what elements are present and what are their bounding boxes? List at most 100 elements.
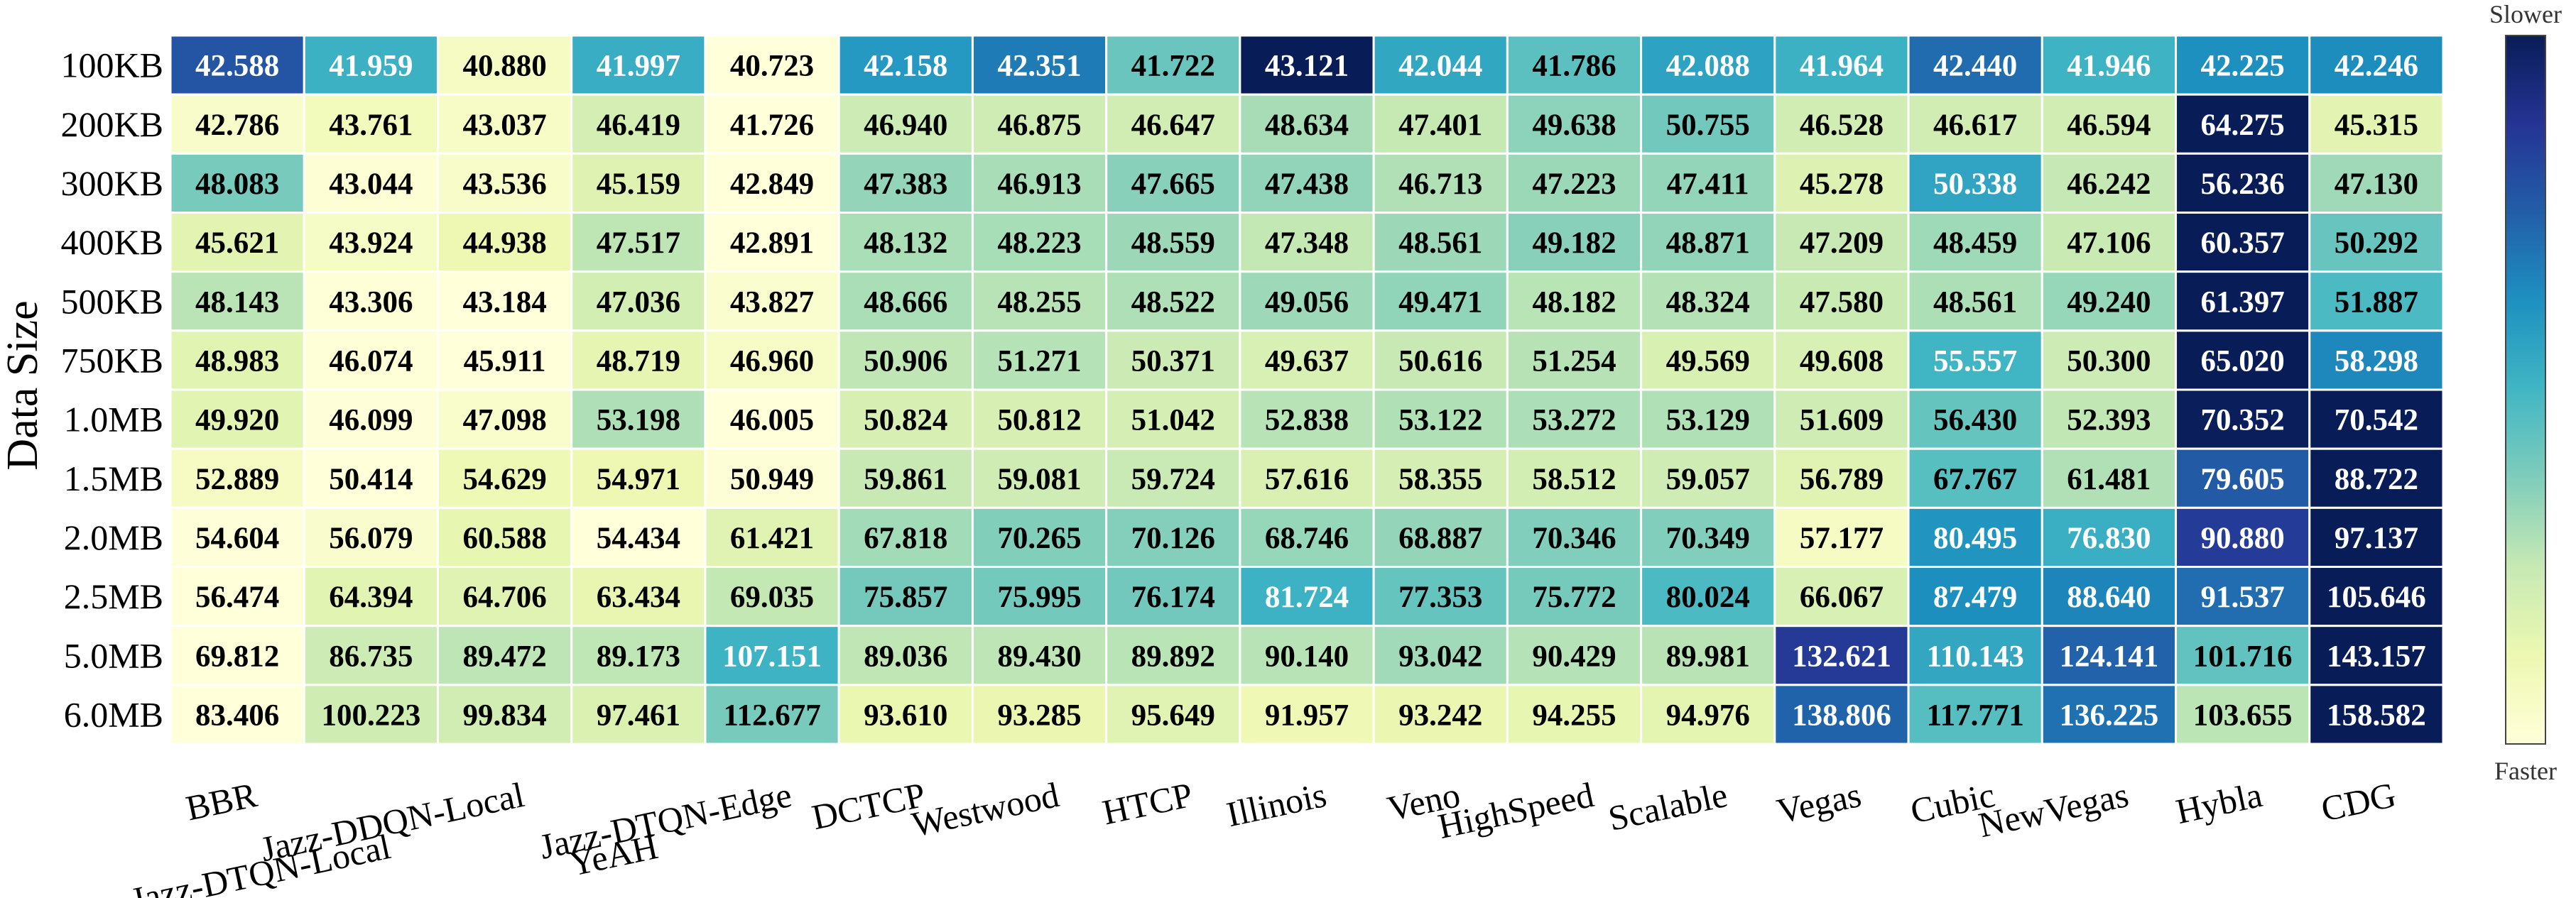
cell-value-label: 45.911 xyxy=(464,344,546,378)
heatmap-cell xyxy=(1773,447,1910,509)
cell-value-label: 49.637 xyxy=(1265,344,1349,378)
heatmap-cell xyxy=(971,566,1108,628)
heatmap-cell xyxy=(1105,447,1241,509)
row-tick-label: 200KB xyxy=(61,104,163,144)
row-tick-label: 5.0MB xyxy=(64,635,163,675)
column-tick-label: Jazz-DTQN-Edge xyxy=(536,774,795,867)
column-tick-label: Illinois xyxy=(1223,774,1330,834)
cell-value-label: 48.559 xyxy=(1131,226,1215,260)
cell-value-label: 110.143 xyxy=(1926,640,2023,673)
cell-value-label: 75.772 xyxy=(1532,581,1616,614)
cell-value-label: 44.938 xyxy=(462,226,546,260)
cell-value-label: 54.604 xyxy=(195,522,279,555)
heatmap-cell xyxy=(1773,388,1910,450)
cell-value-label: 49.569 xyxy=(1666,344,1750,378)
heatmap-cell xyxy=(436,684,573,745)
cell-value-label: 49.240 xyxy=(2067,285,2151,319)
cell-value-label: 89.036 xyxy=(864,640,947,673)
cell-value-label: 93.042 xyxy=(1398,640,1482,673)
heatmap-cells xyxy=(169,34,2445,745)
cell-value-label: 48.871 xyxy=(1666,226,1750,260)
heatmap-cell xyxy=(1907,34,2043,96)
heatmap-cell xyxy=(570,270,707,332)
cell-value-label: 41.726 xyxy=(730,109,814,142)
heatmap-cell xyxy=(169,93,305,155)
cell-value-label: 47.411 xyxy=(1667,168,1749,201)
cell-value-label: 46.940 xyxy=(864,109,947,142)
heatmap-cell xyxy=(971,506,1108,568)
heatmap-cell xyxy=(1372,270,1509,332)
cell-value-label: 76.174 xyxy=(1131,581,1215,614)
cell-value-label: 67.767 xyxy=(1933,463,2017,496)
cell-value-label: 93.610 xyxy=(864,699,947,732)
heatmap-cell xyxy=(2308,329,2445,391)
cell-value-label: 50.949 xyxy=(730,463,814,496)
cell-value-label: 66.067 xyxy=(1800,581,1884,614)
cell-value-label: 89.472 xyxy=(462,640,546,673)
cell-value-label: 158.582 xyxy=(2327,699,2426,732)
heatmap-cell xyxy=(2175,270,2311,332)
cell-value-label: 49.608 xyxy=(1800,344,1884,378)
cell-value-label: 101.716 xyxy=(2193,640,2293,673)
cell-value-label: 70.349 xyxy=(1666,522,1750,555)
heatmap-cell xyxy=(2040,152,2178,214)
heatmap-cell xyxy=(1506,625,1643,686)
cell-value-label: 47.401 xyxy=(1398,109,1482,142)
heatmap-cell xyxy=(1506,152,1643,214)
cell-value-label: 57.177 xyxy=(1800,522,1884,555)
column-tick-label: CDG xyxy=(2317,774,2399,829)
cell-value-label: 51.887 xyxy=(2335,285,2418,319)
cell-value-label: 89.173 xyxy=(597,640,680,673)
cell-value-label: 41.722 xyxy=(1131,50,1215,83)
heatmap-cell xyxy=(1640,34,1776,96)
cell-value-label: 47.209 xyxy=(1800,226,1884,260)
cell-value-label: 87.479 xyxy=(1933,581,2017,614)
cell-value-label: 70.265 xyxy=(997,522,1081,555)
cell-value-label: 48.223 xyxy=(997,226,1081,260)
heatmap-cell xyxy=(169,447,305,509)
cell-value-label: 48.132 xyxy=(864,226,947,260)
heatmap-cell xyxy=(1640,329,1776,391)
cell-value-label: 42.849 xyxy=(730,168,814,201)
cell-value-label: 59.057 xyxy=(1666,463,1750,496)
heatmap-cell xyxy=(837,34,974,96)
heatmap-cell xyxy=(1105,34,1241,96)
cell-value-label: 58.355 xyxy=(1398,463,1482,496)
y-axis-title: Data Size xyxy=(0,300,47,470)
cell-value-label: 64.394 xyxy=(329,581,413,614)
cell-value-label: 41.959 xyxy=(329,50,413,83)
cell-value-label: 46.617 xyxy=(1933,109,2017,142)
cell-value-label: 46.713 xyxy=(1398,168,1482,201)
cell-value-label: 42.891 xyxy=(730,226,814,260)
cell-value-label: 42.440 xyxy=(1933,50,2017,83)
heatmap-cell xyxy=(303,447,439,509)
heatmap-cell xyxy=(704,388,840,450)
cell-value-label: 46.074 xyxy=(329,344,413,378)
cell-value-label: 70.346 xyxy=(1532,522,1616,555)
cell-value-label: 42.225 xyxy=(2201,50,2285,83)
cell-value-label: 70.352 xyxy=(2201,404,2285,437)
cell-value-label: 48.083 xyxy=(195,168,279,201)
cell-value-label: 68.746 xyxy=(1265,522,1349,555)
heatmap-cell xyxy=(2040,506,2178,568)
heatmap-cell xyxy=(2308,34,2445,96)
cell-value-label: 50.300 xyxy=(2067,344,2151,378)
cell-value-label: 52.838 xyxy=(1265,404,1349,437)
cell-value-label: 56.430 xyxy=(1933,404,2017,437)
heatmap-cell xyxy=(704,270,840,332)
cell-value-label: 105.646 xyxy=(2327,581,2426,614)
cell-value-label: 43.306 xyxy=(329,285,413,319)
heatmap-cell xyxy=(2175,212,2311,273)
cell-value-label: 90.140 xyxy=(1265,640,1349,673)
heatmap-cell xyxy=(2040,566,2178,628)
cell-value-label: 50.755 xyxy=(1666,109,1750,142)
heatmap-cell xyxy=(436,566,573,628)
cell-value-label: 51.609 xyxy=(1800,404,1884,437)
row-tick-label: 300KB xyxy=(61,163,163,203)
heatmap-cell xyxy=(971,270,1108,332)
heatmap-cell xyxy=(570,566,707,628)
cell-value-label: 48.983 xyxy=(195,344,279,378)
heatmap-cell xyxy=(1239,447,1375,509)
